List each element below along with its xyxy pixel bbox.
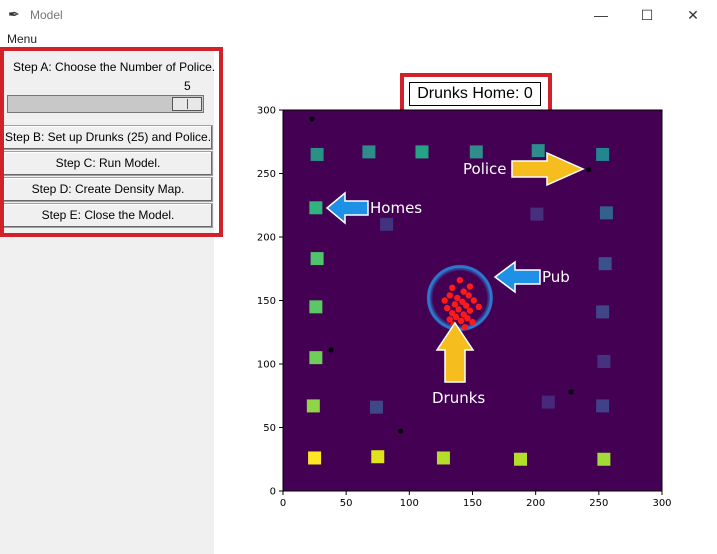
controls-highlight-box — [0, 47, 223, 237]
status-highlight-box — [400, 73, 552, 114]
step-c-button[interactable]: Step C: Run Model. — [3, 151, 213, 176]
homes-annotation-label: Homes — [370, 199, 423, 217]
step-d-button[interactable]: Step D: Create Density Map. — [3, 177, 213, 202]
police-count-slider[interactable] — [7, 95, 204, 113]
step-e-button[interactable]: Step E: Close the Model. — [3, 203, 213, 228]
slider-thumb[interactable] — [172, 97, 202, 111]
step-a-label: Step A: Choose the Number of Police. — [13, 60, 216, 74]
feather-icon: ✒ — [8, 6, 20, 22]
plot-canvas — [214, 48, 717, 554]
pub-annotation-label: Pub — [542, 268, 570, 286]
maximize-button[interactable]: ☐ — [640, 7, 654, 23]
minimize-button[interactable]: — — [594, 7, 608, 23]
window-title: Model — [30, 8, 63, 22]
title-bar: ✒ Model — ☐ ✕ — [0, 0, 717, 30]
drunks-annotation-label: Drunks — [432, 389, 486, 407]
police-annotation-label: Police — [463, 160, 507, 178]
close-button[interactable]: ✕ — [687, 7, 699, 23]
menu-item-menu[interactable]: Menu — [7, 32, 38, 46]
step-b-button[interactable]: Step B: Set up Drunks (25) and Police. — [3, 125, 213, 150]
police-count-value: 5 — [184, 79, 191, 93]
drunks-home-label: Drunks Home: 0 — [409, 82, 541, 106]
